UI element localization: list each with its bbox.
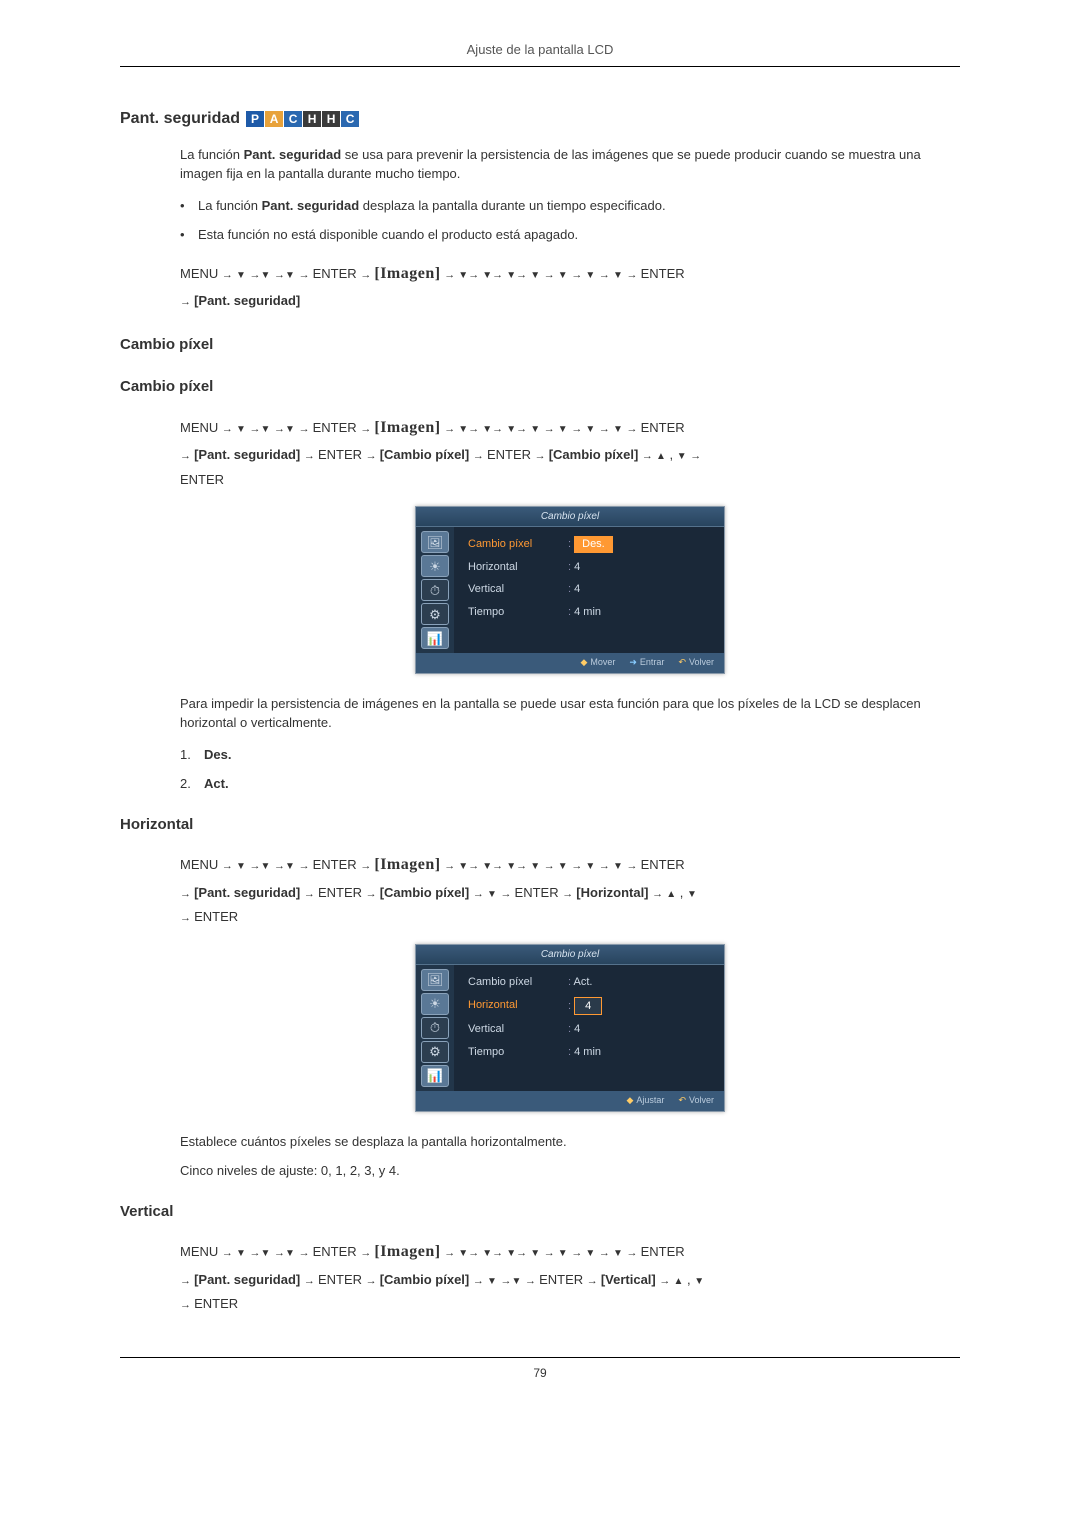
nav-sequence-pant: MENU → ▼ →▼ →▼ → ENTER → [Imagen] → ▼→ ▼… xyxy=(180,259,960,314)
osd-row-label: Vertical xyxy=(468,1021,568,1038)
osd-row-label: Horizontal xyxy=(468,559,568,576)
osd-clock-icon: ⏱ xyxy=(421,1017,449,1039)
osd-row-label: Cambio píxel xyxy=(468,974,568,991)
osd-gear-icon: ⚙ xyxy=(421,603,449,625)
osd-row-label: Vertical xyxy=(468,581,568,598)
section-cambio-pixel-2: Cambio píxel xyxy=(120,376,960,399)
osd-row: Horizontal4 xyxy=(468,994,714,1019)
osd-row-label: Horizontal xyxy=(468,997,568,1016)
section-vertical: Vertical xyxy=(120,1201,960,1224)
mode-badge: P xyxy=(246,111,264,127)
list-item: 1.Des. xyxy=(180,745,960,765)
osd-row-label: Tiempo xyxy=(468,604,568,621)
osd-row-value: 4 xyxy=(568,1021,714,1038)
osd-row-value: 4 xyxy=(568,559,714,576)
section-cambio-pixel-1: Cambio píxel xyxy=(120,334,960,357)
osd-sun-icon: ☀ xyxy=(421,993,449,1015)
osd-rows: Cambio píxelAct.Horizontal4Vertical4Tiem… xyxy=(454,965,724,1091)
osd-picture-icon: 🖼 xyxy=(421,969,449,991)
osd-sun-icon: ☀ xyxy=(421,555,449,577)
osd-row-value: Des. xyxy=(568,536,714,553)
osd-row-value: 4 xyxy=(568,997,714,1016)
section-horizontal: Horizontal xyxy=(120,814,960,837)
osd-screenshot-horizontal: Cambio píxel 🖼 ☀ ⏱ ⚙ 📊 Cambio píxelAct.H… xyxy=(415,944,725,1112)
osd-icon-column: 🖼 ☀ ⏱ ⚙ 📊 xyxy=(416,965,454,1091)
osd-chart-icon: 📊 xyxy=(421,627,449,649)
nav-sequence-horizontal: MENU → ▼ →▼ →▼ → ENTER → [Imagen] → ▼→ ▼… xyxy=(180,850,960,930)
osd-row-value: Act. xyxy=(568,974,714,991)
osd-icon-column: 🖼 ☀ ⏱ ⚙ 📊 xyxy=(416,527,454,653)
list-item: 2.Act. xyxy=(180,774,960,794)
osd-screenshot-cambio: Cambio píxel 🖼 ☀ ⏱ ⚙ 📊 Cambio píxelDes.H… xyxy=(415,506,725,674)
option-list: 1.Des. 2.Act. xyxy=(180,745,960,794)
osd-row: Vertical4 xyxy=(468,578,714,601)
mode-badge: H xyxy=(303,111,321,127)
osd-row: Cambio píxelAct. xyxy=(468,971,714,994)
osd-clock-icon: ⏱ xyxy=(421,579,449,601)
osd-row-value: 4 xyxy=(568,581,714,598)
osd-row: Vertical4 xyxy=(468,1018,714,1041)
bullet-list: La función Pant. seguridad desplaza la p… xyxy=(180,196,960,245)
page-number: 79 xyxy=(120,1357,960,1382)
horizontal-desc-2: Cinco niveles de ajuste: 0, 1, 2, 3, y 4… xyxy=(180,1161,960,1181)
osd-rows: Cambio píxelDes.Horizontal4Vertical4Tiem… xyxy=(454,527,724,653)
osd-picture-icon: 🖼 xyxy=(421,531,449,553)
cambio-description: Para impedir la persistencia de imágenes… xyxy=(180,694,960,733)
osd-row: Tiempo4 min xyxy=(468,601,714,624)
list-item: La función Pant. seguridad desplaza la p… xyxy=(180,196,960,216)
osd-row: Cambio píxelDes. xyxy=(468,533,714,556)
mode-badge: A xyxy=(265,111,283,127)
intro-paragraph: La función Pant. seguridad se usa para p… xyxy=(180,145,960,184)
osd-row-label: Tiempo xyxy=(468,1044,568,1061)
osd-chart-icon: 📊 xyxy=(421,1065,449,1087)
osd-row: Horizontal4 xyxy=(468,556,714,579)
osd-row-value: 4 min xyxy=(568,604,714,621)
osd-title: Cambio píxel xyxy=(416,945,724,965)
list-item: Esta función no está disponible cuando e… xyxy=(180,225,960,245)
osd-footer: Ajustar Volver xyxy=(416,1091,724,1111)
mode-badge: C xyxy=(284,111,302,127)
osd-footer: Mover Entrar Volver xyxy=(416,653,724,673)
mode-badge: H xyxy=(322,111,340,127)
osd-row-value: 4 min xyxy=(568,1044,714,1061)
section-title: Pant. seguridad xyxy=(120,107,240,131)
nav-sequence-vertical: MENU → ▼ →▼ →▼ → ENTER → [Imagen] → ▼→ ▼… xyxy=(180,1237,960,1317)
mode-badges: PACHHC xyxy=(246,111,359,127)
page-header: Ajuste de la pantalla LCD xyxy=(120,40,960,67)
osd-row: Tiempo4 min xyxy=(468,1041,714,1064)
section-pant-seguridad: Pant. seguridad PACHHC xyxy=(120,107,960,131)
nav-sequence-cambio: MENU → ▼ →▼ →▼ → ENTER → [Imagen] → ▼→ ▼… xyxy=(180,413,960,493)
mode-badge: C xyxy=(341,111,359,127)
osd-row-label: Cambio píxel xyxy=(468,536,568,553)
horizontal-desc-1: Establece cuántos píxeles se desplaza la… xyxy=(180,1132,960,1152)
osd-title: Cambio píxel xyxy=(416,507,724,527)
osd-gear-icon: ⚙ xyxy=(421,1041,449,1063)
